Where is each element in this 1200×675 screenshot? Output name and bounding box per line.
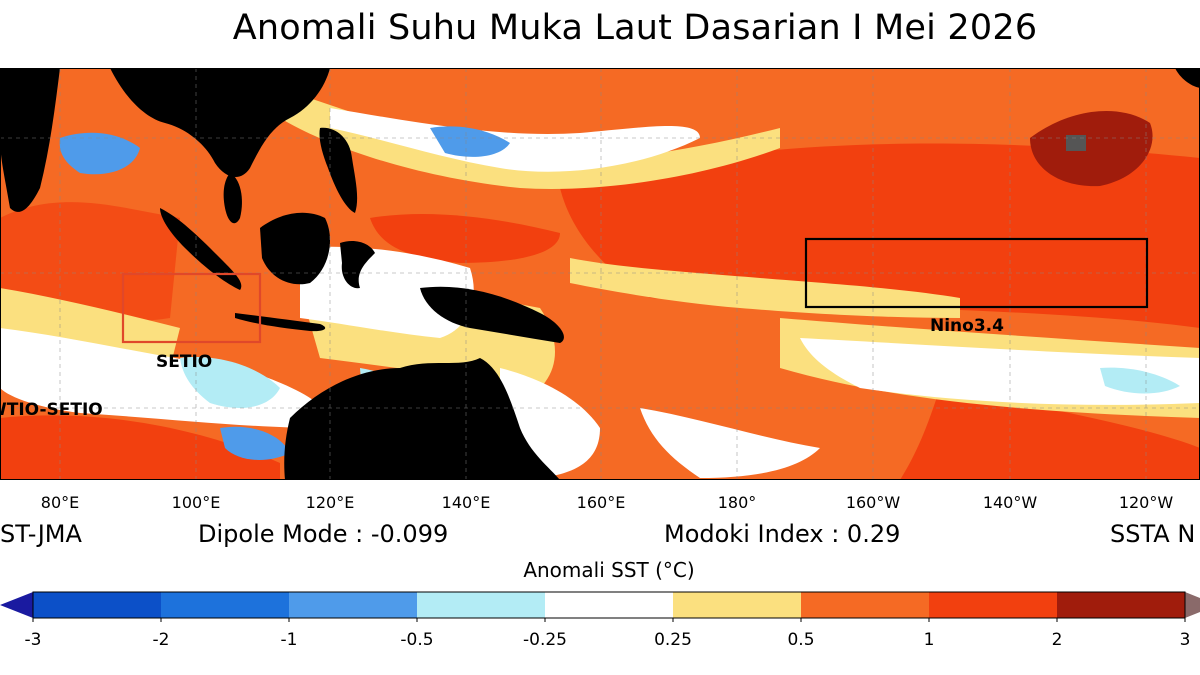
colorbar-bin-6 bbox=[673, 592, 801, 618]
land-australia bbox=[284, 358, 560, 480]
sst-anomaly-map bbox=[0, 68, 1200, 480]
land-borneo bbox=[260, 212, 330, 285]
cool-bay bbox=[59, 132, 140, 175]
lon-tick-180: 180° bbox=[717, 493, 757, 512]
cool-light-1 bbox=[180, 357, 280, 408]
modoki-index-value: Modoki Index : 0.29 bbox=[664, 520, 901, 548]
land-sumatra bbox=[160, 208, 242, 290]
cbar-tick-m05: -0.5 bbox=[400, 630, 434, 650]
cbar-tick-1: 1 bbox=[923, 630, 935, 650]
lon-tick-160e: 160°E bbox=[576, 493, 626, 512]
colorbar-bin-2 bbox=[161, 592, 289, 618]
colorbar-frame bbox=[32, 591, 1186, 619]
setio-label: SETIO bbox=[156, 352, 213, 372]
colorbar-bin-9 bbox=[1057, 592, 1185, 618]
lon-tick-80e: 80°E bbox=[40, 493, 80, 512]
data-source-label: ST-JMA bbox=[0, 520, 82, 548]
land-philippines bbox=[319, 127, 358, 213]
map-title: Anomali Suhu Muka Laut Dasarian I Mei 20… bbox=[232, 8, 1038, 48]
hot-patch-grey bbox=[1066, 135, 1086, 151]
warm-band-west bbox=[0, 202, 180, 321]
mild-band-north bbox=[280, 88, 780, 189]
lon-tick-120e: 120°E bbox=[305, 493, 355, 512]
cool-light-5 bbox=[1100, 367, 1180, 394]
cbar-tick-3: 3 bbox=[1179, 630, 1191, 650]
warm-band-mid bbox=[370, 213, 560, 263]
land-india bbox=[0, 68, 60, 212]
cbar-tick-m2: -2 bbox=[152, 630, 170, 650]
ssta-label: SSTA N bbox=[1110, 520, 1196, 548]
land-malay bbox=[223, 173, 242, 224]
lon-tick-120w: 120°W bbox=[1118, 493, 1174, 512]
land-sulawesi bbox=[340, 241, 375, 289]
cbar-tick-2: 2 bbox=[1051, 630, 1063, 650]
land-new-guinea bbox=[420, 286, 564, 343]
cool-light-2 bbox=[430, 126, 510, 157]
colorbar-bin-7 bbox=[801, 592, 929, 618]
colorbar bbox=[0, 591, 1200, 622]
cbar-tick-025: 0.25 bbox=[654, 630, 692, 650]
hot-patch bbox=[1030, 111, 1153, 187]
colorbar-over-arrow bbox=[1185, 592, 1200, 618]
colorbar-bin-8 bbox=[929, 592, 1057, 618]
nino34-region-box bbox=[804, 237, 1149, 309]
land-indochina bbox=[110, 68, 330, 178]
warm-band-southeast bbox=[900, 388, 1200, 480]
colorbar-bin-1 bbox=[33, 592, 161, 618]
cool-light-4 bbox=[220, 426, 290, 460]
lon-tick-140e: 140°E bbox=[441, 493, 491, 512]
land-java bbox=[235, 313, 326, 332]
colorbar-bin-3 bbox=[289, 592, 417, 618]
colorbar-bin-4 bbox=[417, 592, 545, 618]
setio-region-box bbox=[121, 272, 262, 344]
colorbar-tick-marks bbox=[32, 618, 1186, 622]
neutral-north-west bbox=[330, 108, 700, 172]
lon-tick-140w: 140°W bbox=[982, 493, 1038, 512]
warm-band-south bbox=[0, 415, 280, 480]
land-baja bbox=[1175, 68, 1200, 88]
nino34-label: Nino3.4 bbox=[930, 316, 1004, 336]
cbar-tick-05: 0.5 bbox=[787, 630, 815, 650]
colorbar-title: Anomali SST (°C) bbox=[523, 558, 695, 582]
dipole-mode-value: Dipole Mode : -0.099 bbox=[198, 520, 449, 548]
colorbar-bin-5 bbox=[545, 592, 673, 618]
cbar-tick-m1: -1 bbox=[280, 630, 298, 650]
cbar-tick-m3: -3 bbox=[24, 630, 42, 650]
cbar-tick-m025: -0.25 bbox=[523, 630, 567, 650]
colorbar-under-arrow bbox=[0, 592, 33, 618]
wtio-setio-label: WTIO-SETIO bbox=[0, 400, 103, 420]
neutral-eq-east bbox=[800, 338, 1200, 405]
neutral-south-pacific bbox=[640, 408, 820, 478]
lon-tick-100e: 100°E bbox=[171, 493, 221, 512]
lon-tick-160w: 160°W bbox=[845, 493, 901, 512]
